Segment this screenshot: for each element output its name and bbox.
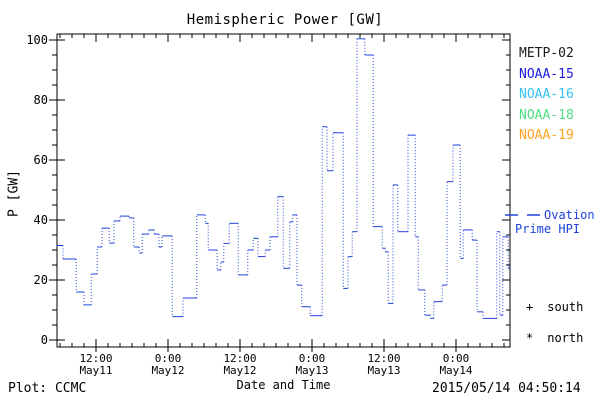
y-tick-label: 0 xyxy=(41,333,48,347)
y-tick-label: 40 xyxy=(34,213,48,227)
y-tick-label: 60 xyxy=(34,153,48,167)
x-tick-label-time: 12:00 xyxy=(223,352,256,365)
asterisk-icon: * xyxy=(526,331,534,345)
x-tick-label-time: 0:00 xyxy=(155,352,182,365)
x-tick-label-date: May13 xyxy=(295,364,328,377)
chart-title: Hemispheric Power [GW] xyxy=(186,12,384,28)
south-marker: + south xyxy=(526,300,583,314)
x-tick-label-date: May14 xyxy=(439,364,472,377)
x-axis-title: Date and Time xyxy=(236,378,331,392)
y-tick-label: 100 xyxy=(26,33,48,47)
x-tick-label-date: May12 xyxy=(223,364,256,377)
legend-item-noaa-16: NOAA-16 xyxy=(519,87,574,102)
south-marker-label: south xyxy=(547,300,584,314)
dashed-line-sample xyxy=(505,214,540,216)
x-tick-label-time: 0:00 xyxy=(299,352,326,365)
x-tick-label-date: May12 xyxy=(151,364,184,377)
plot-timestamp: 2015/05/14 04:50:14 xyxy=(432,381,581,396)
x-tick-label-time: 12:00 xyxy=(79,352,112,365)
legend-item-noaa-15: NOAA-15 xyxy=(519,66,574,82)
legend-item-noaa-18: NOAA-18 xyxy=(519,107,574,123)
north-marker: * north xyxy=(526,331,583,345)
ovation-legend-label-line2: Prime HPI xyxy=(515,222,581,236)
ovation-legend: Ovation Prime HPI xyxy=(504,208,595,236)
legend-item-noaa-19: NOAA-19 xyxy=(519,128,574,143)
plot-credit: Plot: CCMC xyxy=(8,381,87,396)
north-marker-label: north xyxy=(547,331,584,345)
legend-item-metp-02: METP-02 xyxy=(519,46,574,61)
x-tick-label-date: May13 xyxy=(367,364,400,377)
y-tick-label: 80 xyxy=(34,93,48,107)
x-tick-label-time: 0:00 xyxy=(443,352,470,365)
y-tick-label: 20 xyxy=(34,273,48,287)
plot-frame xyxy=(56,33,511,348)
x-tick-label-time: 12:00 xyxy=(367,352,400,365)
x-tick-label-date: May11 xyxy=(79,364,112,377)
ovation-legend-label-line1: Ovation xyxy=(544,208,595,222)
satellite-legend: METP-02 NOAA-15 NOAA-16 NOAA-18 NOAA-19 xyxy=(519,44,574,147)
plus-icon: + xyxy=(526,300,534,314)
